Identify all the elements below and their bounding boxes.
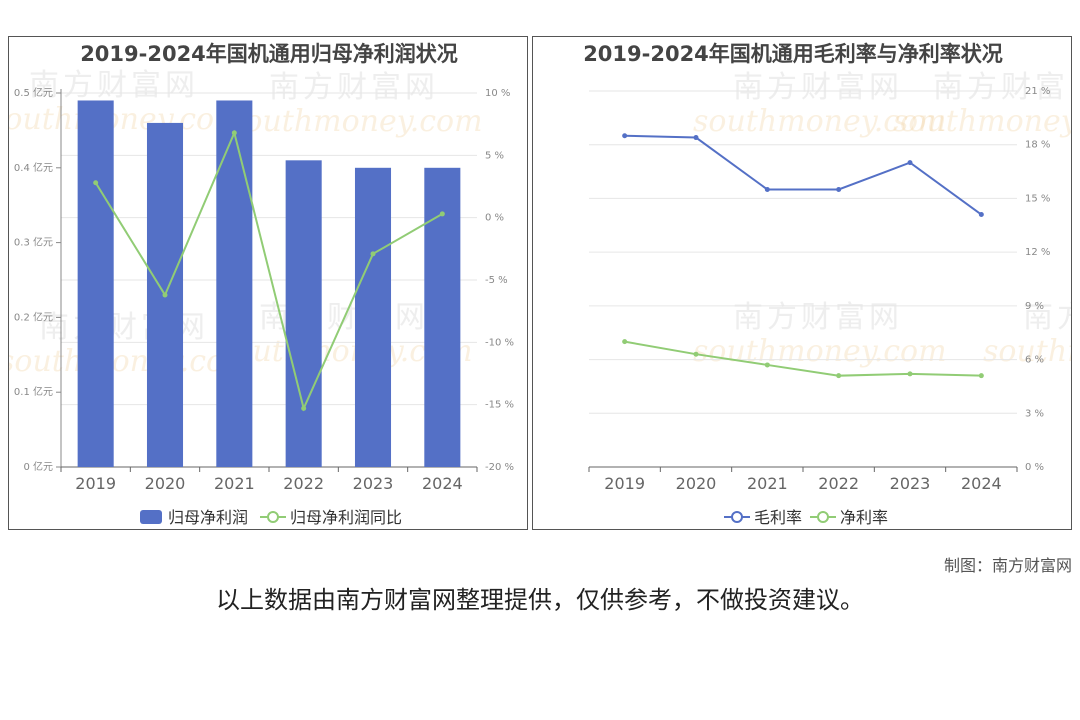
point-series-1: [907, 160, 913, 166]
point-series-2: [764, 362, 770, 368]
x-tick-label: 2022: [283, 474, 324, 493]
point-series-2: [622, 339, 628, 345]
right-tick-label: 5 %: [485, 150, 504, 161]
point-series-2: [693, 351, 699, 357]
series-line-2: [624, 340, 982, 377]
right-tick-label: 6 %: [1025, 355, 1044, 366]
series-line-1: [624, 134, 982, 216]
point-series-2: [907, 371, 913, 377]
point-series-1: [836, 186, 842, 192]
point-series-2: [836, 373, 842, 379]
left-tick-label: 0.2 亿元: [14, 310, 53, 323]
legend-label: 归母净利润同比: [290, 508, 402, 527]
x-tick-label: 2023: [890, 474, 931, 493]
legend-marker-1: [267, 511, 279, 523]
margin-chart-panel: 南方财富网southmoney.com南方财富网southmoney.com南方…: [532, 36, 1072, 530]
bar: [285, 160, 322, 467]
point-series-2: [978, 373, 984, 379]
point-yoy: [370, 251, 376, 257]
left-tick-label: 0.4 亿元: [14, 161, 53, 174]
left-tick-label: 0 亿元: [23, 460, 53, 473]
point-yoy: [93, 180, 99, 186]
watermark-en: southmoney.com: [229, 104, 483, 139]
left-tick-label: 0.5 亿元: [14, 86, 53, 99]
watermark-en: southmoney.com: [9, 344, 253, 379]
x-tick-label: 2019: [75, 474, 116, 493]
right-tick-label: 18 %: [1025, 140, 1050, 151]
disclaimer-text: 以上数据由南方财富网整理提供，仅供参考，不做投资建议。: [216, 586, 864, 614]
watermark-cn: 南方财富网: [733, 70, 903, 105]
right-tick-label: -15 %: [485, 400, 514, 411]
bar: [216, 100, 253, 468]
watermark-en: southmoney.com: [893, 104, 1072, 139]
right-tick-label: 10 %: [485, 88, 510, 99]
x-tick-label: 2019: [604, 474, 645, 493]
point-yoy: [439, 211, 445, 217]
right-tick-label: 9 %: [1025, 301, 1044, 312]
right-tick-label: 0 %: [1025, 462, 1044, 473]
point-series-1: [693, 135, 699, 141]
watermark-cn: 南方财富网: [933, 70, 1072, 105]
right-tick-label: 15 %: [1025, 193, 1050, 204]
watermark-en: southmoney.com: [983, 334, 1072, 369]
right-tick-label: -5 %: [485, 275, 508, 286]
right-tick-label: 0 %: [485, 213, 504, 224]
series-line-yoy: [94, 129, 443, 412]
bar: [424, 167, 461, 468]
net-profit-chart-panel: 南方财富网 southmoney.com 南方财富网 southmoney.com 南方…: [8, 36, 528, 530]
legend-label: 归母净利润: [168, 508, 248, 527]
x-tick-label: 2021: [214, 474, 255, 493]
watermark-cn: 南方财富网: [29, 68, 199, 103]
watermark-cn: 南方财富网: [39, 310, 209, 345]
right-tick-label: -20 %: [485, 462, 514, 473]
bar: [354, 167, 392, 468]
x-tick-label: 2021: [747, 474, 788, 493]
x-tick-label: 2020: [145, 474, 186, 493]
margin-chart: 南方财富网southmoney.com南方财富网southmoney.com南方…: [583, 42, 1072, 527]
watermark-cn: 南方财富网: [269, 70, 439, 105]
x-tick-label: 2024: [961, 474, 1002, 493]
point-yoy: [231, 130, 237, 136]
watermark-cn: 南方财富网: [1023, 300, 1072, 335]
net-profit-chart: 南方财富网southmoney.com南方财富网southmoney.com南方…: [9, 42, 514, 527]
point-series-1: [764, 186, 770, 192]
right-tick-label: 21 %: [1025, 86, 1050, 97]
point-yoy: [301, 405, 307, 411]
watermark-en: southmoney.com: [9, 102, 243, 137]
left-tick-label: 0.3 亿元: [14, 236, 53, 249]
legend-label: 净利率: [840, 508, 888, 527]
bar: [77, 100, 114, 468]
chart-title: 2019-2024年国机通用归母净利润状况: [80, 42, 458, 66]
watermark-en: southmoney.com: [693, 104, 947, 139]
watermark-cn: 南方财富网: [733, 300, 903, 335]
point-series-1: [622, 133, 628, 139]
legend-marker-0: [731, 511, 743, 523]
legend-label: 毛利率: [754, 508, 802, 527]
watermark-en: southmoney.com: [693, 334, 947, 369]
chart-credit: 制图：南方财富网: [943, 556, 1072, 575]
right-tick-label: 3 %: [1025, 408, 1044, 419]
right-tick-label: 12 %: [1025, 247, 1050, 258]
right-tick-label: -10 %: [485, 337, 514, 348]
x-tick-label: 2022: [818, 474, 859, 493]
legend-swatch-0: [140, 510, 162, 524]
chart-title: 2019-2024年国机通用毛利率与净利率状况: [583, 42, 1003, 66]
point-yoy: [162, 292, 168, 298]
left-tick-label: 0.1 亿元: [14, 385, 53, 398]
x-tick-label: 2024: [422, 474, 463, 493]
x-tick-label: 2020: [676, 474, 717, 493]
legend-marker-1: [817, 511, 829, 523]
x-tick-label: 2023: [353, 474, 394, 493]
point-series-1: [978, 212, 984, 218]
